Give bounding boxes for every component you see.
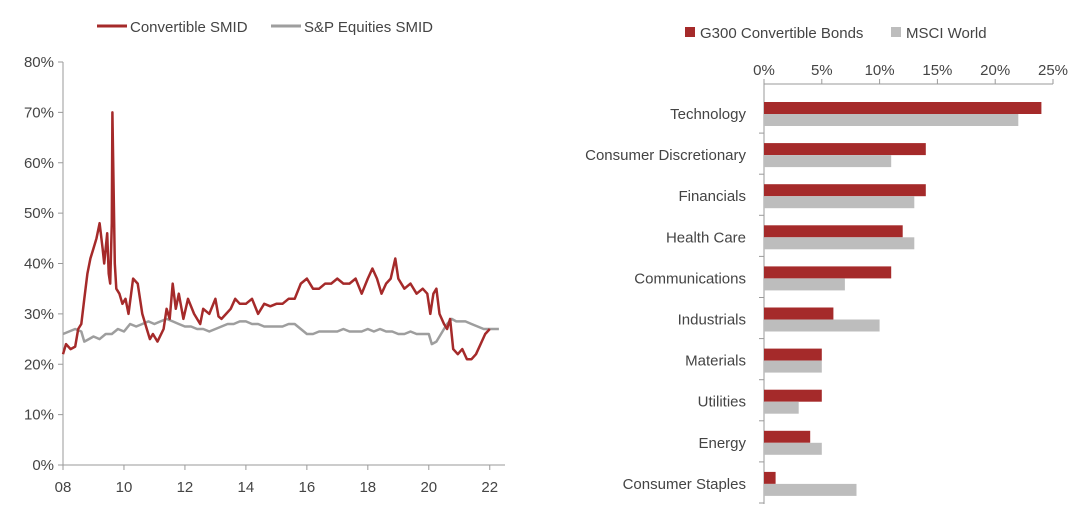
y-tick-label: 60% bbox=[24, 155, 54, 172]
y-tick-label: 20% bbox=[24, 356, 54, 373]
y-tick-label: 40% bbox=[24, 256, 54, 273]
x-tick-label: 5% bbox=[811, 62, 833, 79]
x-tick-label: 25% bbox=[1038, 62, 1068, 79]
x-tick-label: 20 bbox=[420, 479, 437, 496]
x-tick-label: 0% bbox=[753, 62, 775, 79]
y-tick-label: 70% bbox=[24, 104, 54, 121]
bar-msci-world bbox=[764, 155, 892, 168]
x-tick-label: 08 bbox=[55, 479, 72, 496]
bar-msci-world bbox=[764, 360, 822, 373]
bar-msci-world bbox=[764, 278, 845, 291]
category-label: Health Care bbox=[666, 229, 746, 246]
bar-g300-convertible-bonds bbox=[764, 389, 822, 402]
bar-g300-convertible-bonds bbox=[764, 307, 834, 320]
x-tick-label: 16 bbox=[299, 479, 316, 496]
bar-msci-world bbox=[764, 483, 857, 496]
legend-swatch-msci-world bbox=[891, 27, 901, 37]
bar-g300-convertible-bonds bbox=[764, 348, 822, 361]
bar-chart: 0% 5% 10% 15% 20% 25% Technology Consumer Discr… bbox=[585, 62, 1068, 504]
line-chart: 0% 10% 20% 30% 40% 50% 60% 70% 80% 08 10 12 14 16 18 20… bbox=[24, 54, 505, 496]
x-tick-label: 15% bbox=[922, 62, 952, 79]
x-tick-label: 10% bbox=[865, 62, 895, 79]
y-tick-label: 30% bbox=[24, 306, 54, 323]
x-tick-label: 18 bbox=[359, 479, 376, 496]
x-tick-label: 12 bbox=[177, 479, 194, 496]
bar-g300-convertible-bonds bbox=[764, 102, 1042, 114]
y-tick-label: 0% bbox=[32, 457, 54, 474]
bar-msci-world bbox=[764, 319, 880, 332]
x-tick-label: 20% bbox=[980, 62, 1010, 79]
bar-g300-convertible-bonds bbox=[764, 225, 903, 238]
legend-label-sp-equities-smid: S&P Equities SMID bbox=[304, 19, 433, 36]
legend-label-convertible-smid: Convertible SMID bbox=[130, 19, 248, 36]
legend-swatch-g300-convertible-bonds bbox=[685, 27, 695, 37]
bar-msci-world bbox=[764, 401, 799, 414]
bar-g300-convertible-bonds bbox=[764, 184, 926, 197]
y-tick-label: 10% bbox=[24, 407, 54, 424]
x-tick-label: 14 bbox=[238, 479, 255, 496]
line-chart-legend: Convertible SMID S&P Equities SMID bbox=[97, 19, 433, 36]
bar-msci-world bbox=[764, 196, 915, 209]
bar-g300-convertible-bonds bbox=[764, 266, 892, 279]
category-label: Consumer Discretionary bbox=[585, 147, 746, 164]
category-label: Industrials bbox=[678, 312, 746, 329]
category-label: Energy bbox=[698, 435, 746, 452]
series-line-s-p-equities-smid bbox=[62, 317, 499, 346]
bar-msci-world bbox=[764, 114, 1019, 126]
category-label: Materials bbox=[685, 353, 746, 370]
x-tick-label: 10 bbox=[116, 479, 133, 496]
bar-g300-convertible-bonds bbox=[764, 471, 776, 484]
bar-g300-convertible-bonds bbox=[764, 143, 926, 156]
legend-label-msci-world: MSCI World bbox=[906, 25, 987, 42]
y-tick-label: 80% bbox=[24, 54, 54, 71]
category-label: Utilities bbox=[698, 394, 746, 411]
y-tick-label: 50% bbox=[24, 205, 54, 222]
x-tick-label: 22 bbox=[481, 479, 498, 496]
category-label: Financials bbox=[678, 188, 746, 205]
bar-msci-world bbox=[764, 237, 915, 250]
category-label: Communications bbox=[634, 270, 746, 287]
bar-g300-convertible-bonds bbox=[764, 430, 811, 443]
series-line-convertible-smid bbox=[61, 111, 491, 361]
legend-label-g300-convertible-bonds: G300 Convertible Bonds bbox=[700, 25, 863, 42]
bar-msci-world bbox=[764, 442, 822, 455]
bar-chart-legend: G300 Convertible Bonds MSCI World bbox=[685, 25, 987, 42]
category-label: Consumer Staples bbox=[623, 476, 746, 493]
category-label: Technology bbox=[670, 106, 746, 123]
